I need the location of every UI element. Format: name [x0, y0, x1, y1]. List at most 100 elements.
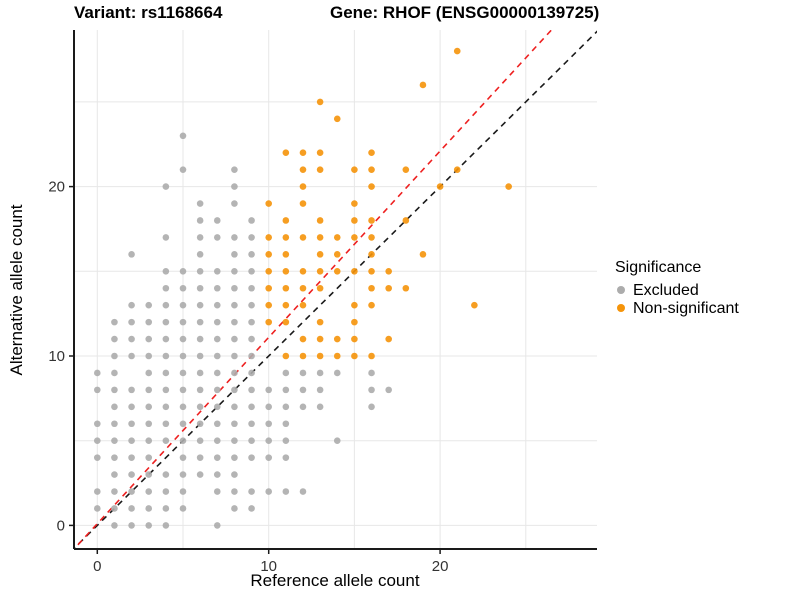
point-non-significant [316, 318, 324, 326]
point-excluded [128, 318, 135, 326]
point-excluded [213, 403, 221, 411]
point-non-significant [453, 166, 461, 173]
point-excluded [162, 522, 170, 529]
point-excluded [248, 217, 255, 224]
point-non-significant [299, 268, 307, 275]
point-non-significant [419, 251, 427, 258]
point-non-significant [505, 183, 512, 190]
point-excluded [145, 318, 153, 326]
point-non-significant [436, 183, 444, 190]
legend-label-non-significant: Non-significant [633, 300, 739, 317]
point-non-significant [453, 47, 461, 55]
x-tick-label-10: 10 [260, 558, 277, 575]
point-excluded [179, 403, 187, 411]
point-excluded [231, 403, 238, 411]
point-excluded [231, 200, 238, 207]
point-excluded [179, 352, 187, 360]
point-non-significant [265, 200, 273, 207]
point-excluded [179, 284, 187, 292]
point-non-significant [368, 183, 375, 190]
point-excluded [145, 403, 153, 411]
point-non-significant [316, 217, 324, 224]
point-excluded [316, 369, 324, 377]
point-excluded [231, 268, 238, 275]
point-non-significant [368, 268, 375, 275]
point-excluded [282, 488, 290, 495]
point-non-significant [282, 268, 290, 275]
point-non-significant [265, 234, 273, 241]
point-excluded [111, 437, 118, 445]
point-excluded [282, 369, 290, 377]
point-non-significant [316, 149, 324, 157]
point-excluded [162, 369, 170, 377]
point-non-significant [299, 200, 307, 207]
point-non-significant [385, 335, 392, 343]
axis-lines [73, 30, 597, 550]
point-excluded [213, 268, 221, 275]
point-non-significant [316, 335, 324, 343]
point-non-significant [299, 335, 307, 343]
point-excluded [111, 369, 118, 377]
point-non-significant [419, 81, 427, 89]
point-excluded [265, 488, 273, 495]
point-excluded [196, 403, 204, 411]
legend: Significance Excluded Non-significant [615, 259, 739, 317]
point-excluded [231, 318, 238, 326]
point-excluded [282, 403, 290, 411]
point-non-significant [351, 166, 358, 173]
point-excluded [231, 234, 238, 241]
point-excluded [282, 454, 290, 461]
point-excluded [128, 522, 135, 529]
point-non-significant [316, 352, 324, 360]
point-excluded [145, 505, 153, 512]
point-excluded [282, 437, 290, 445]
point-excluded [213, 488, 221, 495]
point-excluded [111, 505, 118, 512]
point-excluded [179, 437, 187, 445]
point-excluded [179, 505, 187, 512]
point-non-significant [299, 183, 307, 190]
point-non-significant [471, 301, 478, 309]
point-excluded [196, 454, 204, 461]
point-excluded [145, 471, 153, 478]
point-non-significant [333, 352, 341, 360]
point-non-significant [368, 234, 375, 241]
point-excluded [111, 488, 118, 495]
point-excluded [145, 386, 153, 394]
point-non-significant [282, 217, 290, 224]
point-excluded [162, 505, 170, 512]
point-non-significant [282, 318, 290, 326]
point-excluded [282, 420, 290, 428]
point-excluded [213, 420, 221, 428]
point-non-significant [316, 98, 324, 106]
point-excluded [368, 369, 375, 377]
point-excluded [128, 488, 135, 495]
point-excluded [231, 251, 238, 258]
point-excluded [231, 454, 238, 461]
point-non-significant [282, 284, 290, 292]
point-excluded [316, 403, 324, 411]
point-excluded [145, 454, 153, 461]
point-excluded [231, 505, 238, 512]
point-excluded [179, 369, 187, 377]
point-non-significant [316, 166, 324, 173]
point-excluded [231, 183, 238, 190]
point-excluded [196, 268, 204, 275]
y-axis-label: Alternative allele count [7, 204, 26, 375]
point-excluded [196, 200, 204, 207]
point-excluded [162, 284, 170, 292]
plot-title-variant: Variant: rs1168664 [74, 3, 223, 22]
point-excluded [128, 301, 135, 309]
point-excluded [248, 234, 255, 241]
point-excluded [299, 386, 307, 394]
point-excluded [265, 437, 273, 445]
point-excluded [128, 386, 135, 394]
point-excluded [128, 403, 135, 411]
point-excluded [248, 284, 255, 292]
fitted-ratio-line [74, 30, 553, 549]
point-excluded [231, 284, 238, 292]
point-non-significant [316, 284, 324, 292]
point-excluded [213, 301, 221, 309]
point-excluded [179, 268, 187, 275]
x-tick-label-0: 0 [93, 558, 101, 575]
